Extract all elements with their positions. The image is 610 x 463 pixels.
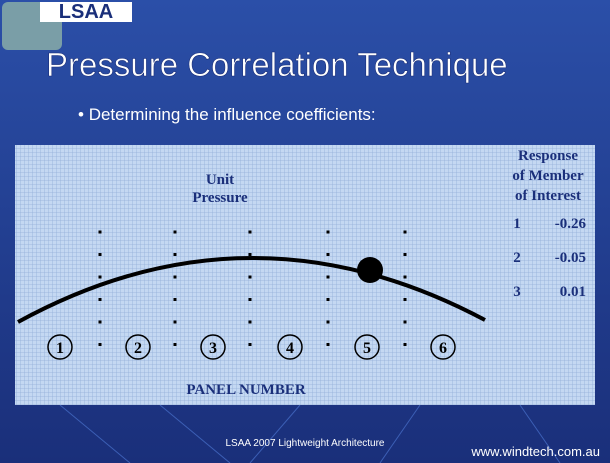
dot xyxy=(173,230,177,234)
footer-center: LSAA 2007 Lightweight Architecture xyxy=(226,438,385,449)
response-value: -0.26 xyxy=(555,216,587,232)
response-value: -0.05 xyxy=(555,250,586,266)
bullet-text: • Determining the influence coefficients… xyxy=(78,105,376,124)
panel-circle xyxy=(354,334,380,360)
dot xyxy=(326,253,330,256)
dot xyxy=(403,230,407,234)
logo-text: LSAA xyxy=(59,1,113,23)
panel-number: 6 xyxy=(439,340,447,357)
panel-circle xyxy=(125,334,151,360)
dot xyxy=(403,320,407,324)
response-header: Response xyxy=(518,148,578,164)
panel-number: 5 xyxy=(363,340,371,357)
response-value: 0.01 xyxy=(560,284,586,300)
dot xyxy=(248,343,252,346)
response-index: 2 xyxy=(513,250,521,266)
load-label: Unit xyxy=(206,172,234,188)
dot xyxy=(326,275,330,279)
dot xyxy=(173,275,177,279)
panel-number: 4 xyxy=(286,340,294,357)
dot xyxy=(98,253,102,256)
dot xyxy=(248,275,252,279)
panel-number: 3 xyxy=(209,340,217,357)
dot xyxy=(98,298,102,301)
dot xyxy=(403,343,407,346)
dot xyxy=(403,298,407,301)
response-header: of Interest xyxy=(515,188,581,204)
dot xyxy=(173,298,177,301)
load-label: Pressure xyxy=(192,190,248,206)
diagram-text: Unit Pressure Response of Member of Inte… xyxy=(186,148,584,398)
panel-number: 2 xyxy=(134,340,142,357)
dot xyxy=(248,320,252,324)
dot xyxy=(403,253,407,256)
dot xyxy=(248,230,252,234)
dot xyxy=(248,298,252,301)
dot xyxy=(326,298,330,301)
dot xyxy=(98,230,102,234)
logo-box xyxy=(40,2,132,22)
dot xyxy=(98,343,102,346)
panel-number: 1 xyxy=(56,340,64,357)
panel-circle xyxy=(47,334,73,360)
dot xyxy=(173,343,177,346)
dot xyxy=(326,320,330,324)
dot xyxy=(326,230,330,234)
axis-label: PANEL NUMBER xyxy=(186,382,305,398)
diagram-area xyxy=(15,145,595,405)
slide-title: Pressure Correlation Technique xyxy=(46,46,508,83)
footer-right: www.windtech.com.au xyxy=(470,444,600,459)
response-index: 1 xyxy=(513,216,521,232)
panel-circle xyxy=(200,334,226,360)
member-of-interest xyxy=(357,257,383,283)
panel-circle xyxy=(430,334,456,360)
roof-arc xyxy=(17,256,486,324)
panel-circle xyxy=(277,334,303,360)
dot xyxy=(326,343,330,346)
background-lines xyxy=(59,404,561,463)
response-index: 3 xyxy=(513,284,521,300)
dot xyxy=(98,275,102,279)
dot xyxy=(173,253,177,256)
dot xyxy=(248,253,252,256)
dot xyxy=(98,320,102,324)
dot xyxy=(173,320,177,324)
diagram-dynamic: 1 2 3 4 5 6 1 -0.26 2 -0.05 3 0.01 xyxy=(47,216,587,360)
bullet-tspan: Determining the influence coefficients: xyxy=(89,105,376,124)
response-header: of Member xyxy=(512,168,584,184)
dot xyxy=(403,275,407,279)
